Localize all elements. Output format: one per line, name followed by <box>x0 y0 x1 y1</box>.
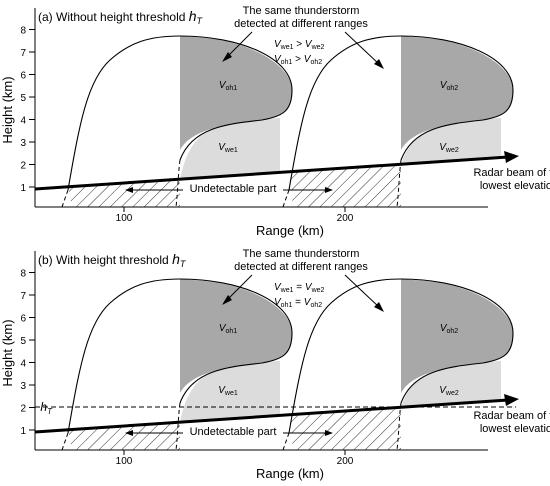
annotation-arrow-2 <box>344 274 381 309</box>
overhang-region <box>180 279 292 393</box>
y-tick-label: 5 <box>20 336 26 347</box>
relation-2: Voh1 > Voh2 <box>274 54 322 66</box>
y-tick-label: 7 <box>20 291 26 302</box>
storm-base-left <box>282 432 290 451</box>
y-tick-label: 7 <box>20 48 26 59</box>
y-tick-label: 1 <box>20 183 26 194</box>
x-axis-label: Range (km) <box>256 466 324 481</box>
storm-base-right <box>175 159 181 208</box>
annotation-arrow-1 <box>225 31 253 59</box>
y-tick-label: 1 <box>20 426 26 437</box>
weak-echo-region <box>180 118 280 180</box>
y-tick-label: 8 <box>20 26 26 37</box>
radar-beam <box>34 398 509 434</box>
undetectable-label: Undetectable part <box>190 183 277 195</box>
radar-beam-label-line-2: lowest elevation <box>480 180 550 192</box>
y-tick-label: 8 <box>20 269 26 280</box>
relation-2: Voh1 = Voh2 <box>274 297 322 309</box>
volume-overhang-label: Voh1 <box>219 80 237 92</box>
y-tick-label: 4 <box>20 116 26 127</box>
radar-beam-arrowhead <box>504 394 519 406</box>
volume-weak-echo-label: Vwe2 <box>439 385 459 397</box>
panel-a: 1 2 3 4 5 6 7 8 100 200 Height (km) Range (km) (a) W… <box>0 5 550 238</box>
radar-beam-label-line-1: Radar beam of the <box>473 410 550 422</box>
panel-title: (b) With height threshold hT <box>38 251 187 269</box>
y-axis-label: Height (km) <box>0 319 15 386</box>
annotation-arrowhead-1 <box>222 295 232 305</box>
storm-outline <box>288 35 514 191</box>
relation-1: Vwe1 > Vwe2 <box>274 39 325 51</box>
y-tick-label: 3 <box>20 381 26 392</box>
storm-outline <box>67 35 293 191</box>
y-tick-label: 6 <box>20 71 26 82</box>
annotation-arrow-2 <box>344 31 381 66</box>
y-tick-label: 6 <box>20 314 26 325</box>
volume-overhang-label: Voh2 <box>440 323 458 335</box>
y-tick-label: 2 <box>20 161 26 172</box>
annotation-arrowhead-1 <box>222 52 232 62</box>
x-axis-label: Range (km) <box>256 223 324 238</box>
storm-base-left <box>61 189 69 208</box>
volume-weak-echo-label: Vwe1 <box>218 142 238 154</box>
annotation-line-2: detected at different ranges <box>234 18 368 30</box>
annotation-arrow-1 <box>225 274 253 302</box>
undetectable-arrowhead-right <box>325 430 333 436</box>
y-tick-label: 3 <box>20 138 26 149</box>
storm-2: Voh2 Vwe2 <box>282 35 514 208</box>
y-tick-label: 4 <box>20 359 26 370</box>
undetectable-arrowhead-left <box>125 187 133 193</box>
y-tick-label: 5 <box>20 93 26 104</box>
radar-beam <box>34 155 509 191</box>
volume-overhang-label: Voh1 <box>219 323 237 335</box>
radar-beam-label-line-2: lowest elevation <box>480 423 550 435</box>
undetectable-arrowhead-left <box>125 430 133 436</box>
weak-echo-region <box>401 361 501 407</box>
annotation-arrowhead-2 <box>374 302 384 312</box>
undetectable-hatch <box>289 406 401 450</box>
relation-1: Vwe1 = Vwe2 <box>274 282 325 294</box>
undetectable-label: Undetectable part <box>190 426 277 438</box>
x-tick-label: 100 <box>116 213 133 224</box>
volume-weak-echo-label: Vwe1 <box>218 385 238 397</box>
y-tick-label: 2 <box>20 404 26 415</box>
storm-outline <box>288 278 514 434</box>
storm-outline <box>67 278 293 434</box>
undetectable-arrowhead-right <box>325 187 333 193</box>
x-tick-label: 200 <box>337 213 354 224</box>
panel-title: (a) Without height threshold hT <box>38 8 204 26</box>
annotation-line-1: The same thunderstorm <box>243 248 360 260</box>
y-axis-label: Height (km) <box>0 76 15 143</box>
height-threshold-label: hT <box>40 400 53 416</box>
x-tick-label: 100 <box>116 456 133 467</box>
annotation-line-1: The same thunderstorm <box>243 5 360 17</box>
overhang-region <box>401 36 513 150</box>
undetectable-label-bg <box>183 424 283 438</box>
annotation-line-2: detected at different ranges <box>234 261 368 273</box>
storm-base-left <box>61 432 69 451</box>
radar-beam-label-line-1: Radar beam of the <box>473 167 550 179</box>
weak-echo-region <box>401 118 501 164</box>
volume-weak-echo-label: Vwe2 <box>439 142 459 154</box>
overhang-region <box>180 36 292 150</box>
storm-2: Voh2 Vwe2 <box>282 278 514 451</box>
annotation-arrowhead-2 <box>374 59 384 69</box>
x-tick-label: 200 <box>337 456 354 467</box>
radar-beam-arrowhead <box>504 151 519 163</box>
storm-base-left <box>282 189 290 208</box>
overhang-region <box>401 279 513 393</box>
panel-b: 1 2 3 4 5 6 7 8 100 200 Height (km) Range (km) (b) W… <box>0 248 550 481</box>
undetectable-label-bg <box>183 181 283 195</box>
undetectable-hatch <box>289 163 401 207</box>
volume-overhang-label: Voh2 <box>440 80 458 92</box>
